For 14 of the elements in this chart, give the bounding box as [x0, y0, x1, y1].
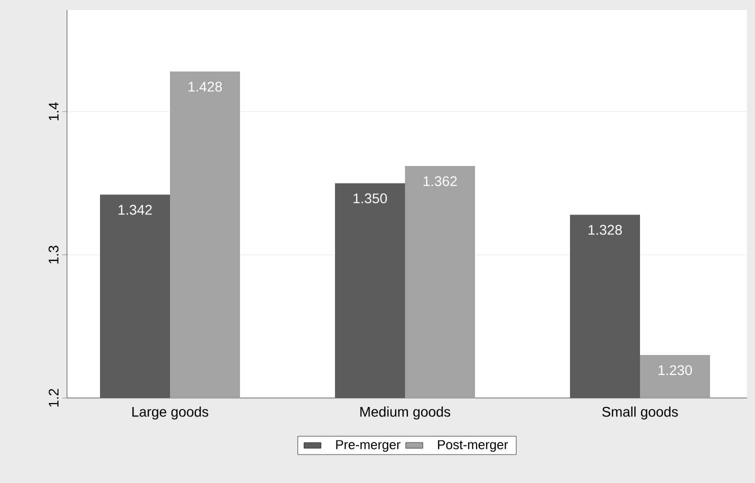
- data-label: 1.328: [588, 224, 622, 235]
- x-tick-label: Large goods: [132, 406, 208, 420]
- data-label: 1.428: [188, 82, 222, 92]
- data-label: 1.350: [354, 193, 387, 204]
- x-tick-label: Medium goods: [360, 406, 450, 420]
- x-tick-label: Small goods: [602, 406, 678, 420]
- data-label: 1.342: [118, 204, 152, 215]
- y-tick-label: 1.4: [48, 102, 58, 120]
- legend-label: Post-merger: [438, 440, 508, 452]
- data-label: 1.230: [658, 365, 692, 376]
- y-tick-label: 1.3: [48, 246, 58, 264]
- y-tick-label: 1.2: [48, 388, 58, 407]
- legend-label: Pre-merger: [336, 440, 400, 452]
- data-label: 1.362: [424, 176, 457, 186]
